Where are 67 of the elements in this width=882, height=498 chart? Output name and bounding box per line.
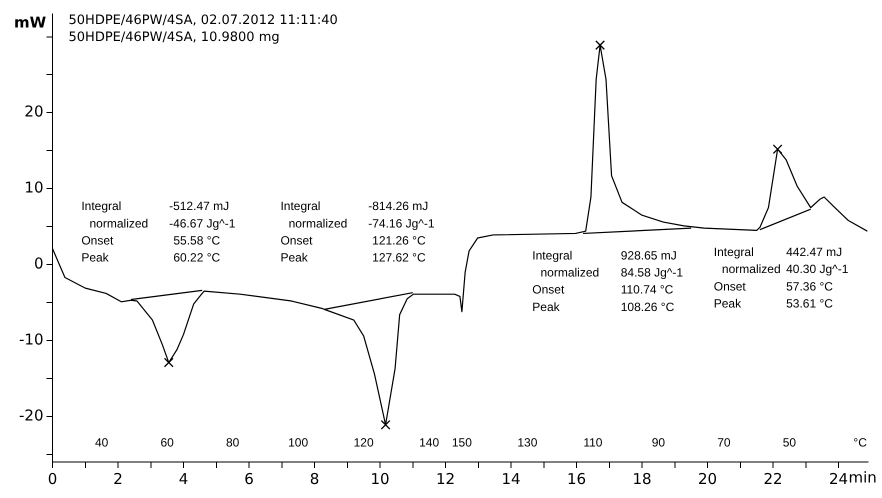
annotation: 108.26 °C — [620, 300, 675, 314]
x-tick-label: 8 — [310, 470, 320, 488]
annotation: 70 — [717, 435, 731, 450]
annotation: -512.47 mJ — [169, 199, 230, 214]
annotation: 110.74 °C — [620, 282, 674, 297]
annotation: Peak — [280, 250, 309, 264]
annotation: 60.22 °C — [173, 250, 221, 264]
annotation: 84.58 Jg^-1 — [620, 266, 684, 280]
annotation: 100 — [288, 435, 308, 450]
annotation: normalized — [288, 216, 348, 230]
annotation: 110 — [583, 435, 603, 450]
x-tick-label: 2 — [113, 470, 123, 488]
annotation: 40.30 Jg^-1 — [786, 262, 849, 276]
chart-title: 50HDPE/46PW/4SA, 02.07.2012 11:11:40 — [68, 12, 338, 28]
annotation: -814.26 mJ — [368, 199, 428, 214]
x-tick-label: 6 — [244, 470, 254, 488]
annotation: 55.58 °C — [173, 233, 221, 248]
annotation: Integral — [532, 248, 572, 263]
x-tick-label: 4 — [178, 470, 188, 488]
annotation: Onset — [532, 282, 565, 297]
annotation: 50 — [782, 435, 796, 450]
annotation: 90 — [652, 435, 666, 450]
text: 50HDPE/46PW/4SA, 10.9800 mg — [68, 30, 280, 45]
annotation: 928.65 mJ — [620, 248, 677, 263]
annotation: 150 — [452, 435, 472, 450]
x-tick-label: 12 — [436, 470, 456, 488]
annotation: 57.36 °C — [786, 279, 834, 294]
x-tick-label: 18 — [632, 470, 652, 488]
annotation: -46.67 Jg^-1 — [169, 216, 236, 230]
annotation: normalized — [90, 216, 148, 230]
x-tick-label: 10 — [370, 470, 390, 488]
x-axis-title: min — [848, 468, 877, 486]
annotation: 120 — [354, 435, 374, 450]
x-tick-label: 20 — [698, 470, 718, 488]
annotation: °C — [853, 435, 868, 450]
annotation: 130 — [517, 435, 538, 450]
annotation: Integral — [714, 245, 754, 260]
annotation: Integral — [81, 199, 122, 214]
annotation: normalized — [540, 266, 600, 280]
annotation: Peak — [532, 300, 561, 314]
annotation: Peak — [714, 296, 742, 310]
annotation: 53.61 °C — [786, 296, 834, 310]
x-tick-label: 22 — [763, 470, 783, 488]
annotation: 60 — [160, 435, 174, 450]
annotation: 40 — [94, 435, 109, 450]
annotation: 127.62 °C — [372, 250, 426, 264]
x-tick-label: 24 — [828, 470, 848, 488]
x-tick-label: 14 — [501, 470, 521, 488]
annotation: Peak — [81, 250, 110, 264]
annotation: Onset — [280, 233, 314, 248]
x-tick-label: 16 — [566, 470, 586, 488]
annotation: normalized — [722, 262, 781, 276]
y-tick-label: 0 — [34, 254, 44, 272]
annotation: Onset — [714, 279, 746, 294]
y-tick-label: 10 — [24, 178, 44, 197]
y-axis-title: mW — [14, 13, 47, 32]
annotation: 140 — [419, 435, 440, 450]
y-tick-label: -20 — [19, 406, 44, 424]
x-tick-label: 0 — [48, 470, 58, 488]
annotation: 121.26 °C — [372, 233, 426, 248]
y-tick-label: 20 — [24, 102, 44, 121]
annotation: -74.16 Jg^-1 — [368, 216, 435, 230]
annotation: 80 — [226, 435, 240, 450]
annotation: 442.47 mJ — [786, 245, 842, 260]
y-tick-label: -10 — [19, 330, 44, 348]
annotation: Integral — [280, 199, 320, 214]
annotation: Onset — [81, 233, 114, 248]
